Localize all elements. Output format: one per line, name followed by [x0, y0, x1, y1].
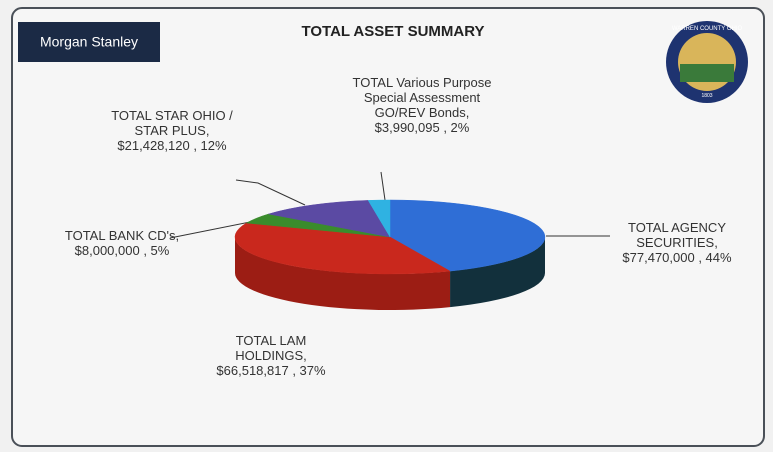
- category-label: TOTAL LAM HOLDINGS,: [235, 333, 307, 363]
- data-label: TOTAL BANK CD's, $8,000,000 , 5%: [52, 228, 192, 258]
- data-label: TOTAL AGENCY SECURITIES, $77,470,000 , 44…: [602, 220, 752, 265]
- category-label: TOTAL STAR OHIO / STAR PLUS,: [111, 108, 233, 138]
- leaders: [169, 171, 610, 239]
- logo-box: [18, 22, 160, 62]
- slice: [367, 199, 391, 238]
- leader-line: [380, 171, 386, 201]
- value-label: $77,470,000 , 44%: [622, 250, 732, 265]
- pie: [234, 199, 546, 310]
- category-label: TOTAL Various Purpose Special Assessment…: [352, 75, 492, 120]
- category-label: TOTAL AGENCY SECURITIES,: [627, 220, 726, 250]
- slice: [268, 200, 391, 238]
- logo: Morgan Stanley: [40, 34, 138, 50]
- slice: [389, 199, 546, 272]
- seal-text: WARREN COUNTY OHIO: [672, 26, 743, 32]
- data-label: TOTAL Various Purpose Special Assessment…: [347, 75, 497, 135]
- value-label: $66,518,817 , 37%: [216, 363, 326, 378]
- slice-side: [235, 237, 451, 310]
- slice-side: [450, 237, 545, 308]
- slice: [234, 222, 451, 275]
- seal-year: 1803: [701, 93, 712, 99]
- leader-line: [235, 179, 306, 206]
- value-label: $8,000,000 , 5%: [74, 243, 170, 258]
- seal-field: [680, 64, 734, 82]
- seal: WARREN COUNTY OHIO 1803: [666, 21, 748, 103]
- seal-center: [678, 33, 736, 91]
- value-label: $21,428,120 , 12%: [117, 138, 227, 153]
- leader-line: [169, 219, 261, 239]
- chart-title: TOTAL ASSET SUMMARY: [301, 23, 484, 40]
- value-label: $3,990,095 , 2%: [374, 120, 470, 135]
- data-label: TOTAL STAR OHIO / STAR PLUS, $21,428,120 …: [102, 108, 242, 153]
- category-label: TOTAL BANK CD's,: [64, 228, 180, 243]
- data-label: TOTAL LAM HOLDINGS, $66,518,817 , 37%: [201, 333, 341, 378]
